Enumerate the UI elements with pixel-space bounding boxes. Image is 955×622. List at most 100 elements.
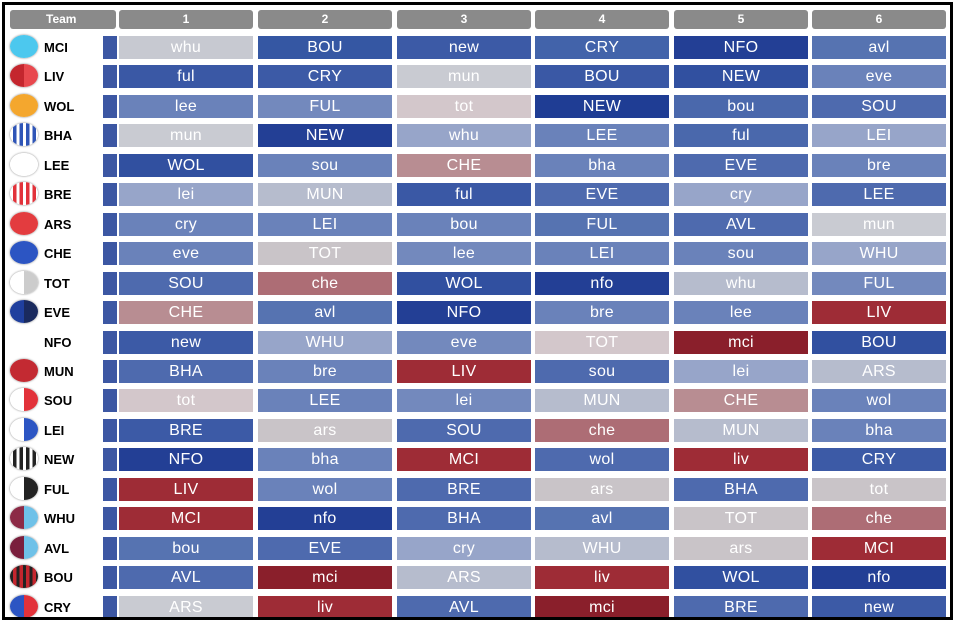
team-row-avl: AVL bou EVE cry WHU ars MCI <box>5 534 950 563</box>
team-row-new: NEW NFO bha MCI wol liv CRY <box>5 445 950 474</box>
fixture-cell: sou <box>535 359 669 383</box>
fixture-cell: eve <box>397 330 531 354</box>
fixture-cell: mun <box>397 65 531 89</box>
team-badge-icon <box>10 211 38 235</box>
fixture-cell: tot <box>812 477 946 501</box>
team-code: LIV <box>44 69 65 85</box>
team-badge-icon <box>10 535 38 559</box>
fixture-cell: AVL <box>674 212 808 236</box>
row-marker <box>103 36 117 59</box>
fixture-cell: AVL <box>119 566 253 590</box>
fixture-cell: lei <box>674 359 808 383</box>
team-badge-icon <box>10 182 38 206</box>
team-row-bre: BRE lei MUN ful EVE cry LEE <box>5 180 950 209</box>
fixture-cell: CHE <box>119 301 253 325</box>
team-badge-icon <box>10 506 38 530</box>
fixture-cell: wol <box>812 389 946 413</box>
fixture-cell: BHA <box>397 507 531 531</box>
team-row-liv: LIV ful CRY mun BOU NEW eve <box>5 62 950 91</box>
team-code: ARS <box>44 216 72 232</box>
row-marker <box>103 153 117 177</box>
fixture-cell: BOU <box>535 65 669 89</box>
fixture-cell: bou <box>674 94 808 118</box>
fixture-cell: WHU <box>812 242 946 266</box>
row-marker <box>103 242 117 266</box>
fixture-cell: ars <box>535 477 669 501</box>
fixture-cell: ARS <box>119 595 253 617</box>
fixture-cell: mun <box>812 212 946 236</box>
fixture-cell: ARS <box>812 359 946 383</box>
fixture-cell: cry <box>397 536 531 560</box>
fixture-cell: cry <box>674 183 808 207</box>
fixture-cell: MUN <box>674 418 808 442</box>
fixture-cell: liv <box>258 595 392 617</box>
fixture-cell: TOT <box>674 507 808 531</box>
fixture-cell: bou <box>397 212 531 236</box>
team-badge-icon <box>10 35 38 58</box>
row-marker <box>103 566 117 590</box>
header-round-6: 6 <box>812 10 946 29</box>
team-code: BHA <box>44 128 73 144</box>
fixture-cell: lee <box>397 242 531 266</box>
fixture-cell: eve <box>812 65 946 89</box>
team-badge-icon <box>10 93 38 117</box>
row-marker <box>103 536 117 560</box>
fixture-cell: EVE <box>258 536 392 560</box>
team-badge-icon <box>10 594 38 617</box>
fixture-cell: NEW <box>258 124 392 148</box>
fixture-cell: whu <box>674 271 808 295</box>
team-row-bou: BOU AVL mci ARS liv WOL nfo <box>5 563 950 592</box>
team-badge-icon <box>10 270 38 294</box>
team-code: TOT <box>44 275 70 291</box>
fixture-cell: WOL <box>674 566 808 590</box>
fixture-cell: LEE <box>258 389 392 413</box>
team-code: CHE <box>44 246 72 262</box>
fixture-cell: mci <box>258 566 392 590</box>
fixture-cell: che <box>535 418 669 442</box>
team-row-lee: LEE WOL sou CHE bha EVE bre <box>5 151 950 180</box>
team-code: MUN <box>44 363 74 379</box>
header-team: Team <box>10 10 116 29</box>
team-badge-icon <box>10 64 38 88</box>
fixture-cell: BOU <box>812 330 946 354</box>
team-row-ful: FUL LIV wol BRE ars BHA tot <box>5 475 950 504</box>
fixture-cell: che <box>812 507 946 531</box>
fixture-cell: bha <box>258 448 392 472</box>
fixture-cell: LEI <box>258 212 392 236</box>
fixture-cell: new <box>119 330 253 354</box>
fixture-cell: NEW <box>674 65 808 89</box>
team-row-sou: SOU tot LEE lei MUN CHE wol <box>5 386 950 415</box>
fixture-cell: EVE <box>674 153 808 177</box>
team-row-nfo: NFO new WHU eve TOT mci BOU <box>5 328 950 357</box>
team-code: WOL <box>44 98 75 114</box>
fixture-cell: ful <box>674 124 808 148</box>
fixture-cell: SOU <box>812 94 946 118</box>
row-marker <box>103 595 117 617</box>
team-badge-icon <box>10 241 38 265</box>
team-badge-icon <box>10 476 38 500</box>
fixture-cell: FUL <box>535 212 669 236</box>
fixture-cell: sou <box>674 242 808 266</box>
team-code: NFO <box>44 334 72 350</box>
fixture-cell: bha <box>812 418 946 442</box>
team-code: LEE <box>44 157 70 173</box>
fixture-cell: new <box>812 595 946 617</box>
fixture-cell: CRY <box>812 448 946 472</box>
team-code: MCI <box>44 40 68 55</box>
fixture-cell: LEI <box>812 124 946 148</box>
fixture-cell: MCI <box>119 507 253 531</box>
fixture-cell: avl <box>812 36 946 59</box>
fixture-cell: CHE <box>674 389 808 413</box>
fixture-cell: BRE <box>119 418 253 442</box>
header-round-5: 5 <box>674 10 808 29</box>
team-row-lei: LEI BRE ars SOU che MUN bha <box>5 416 950 445</box>
fixture-cell: LIV <box>397 359 531 383</box>
team-badge-icon <box>10 330 38 353</box>
team-row-whu: WHU MCI nfo BHA avl TOT che <box>5 504 950 533</box>
fixture-cell: eve <box>119 242 253 266</box>
fixture-cell: lee <box>674 301 808 325</box>
fixture-cell: NFO <box>119 448 253 472</box>
fixture-cell: CHE <box>397 153 531 177</box>
fixture-cell: tot <box>397 94 531 118</box>
